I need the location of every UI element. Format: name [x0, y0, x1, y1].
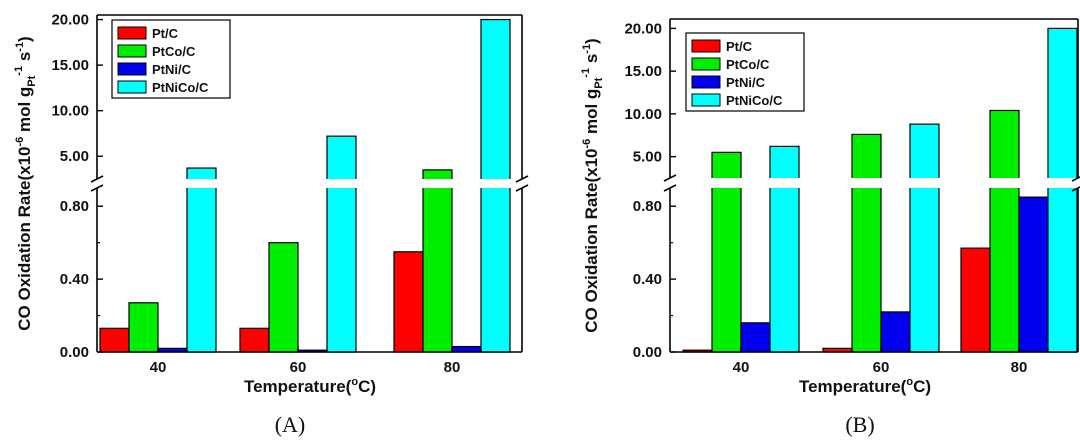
x-tick-label: 80	[444, 359, 461, 376]
break-mark	[663, 184, 677, 192]
panel-label: (A)	[275, 412, 306, 437]
bar-ptnic-80	[451, 345, 482, 353]
bar-ptnicoc-60	[909, 123, 940, 353]
legend: Pt/C PtCo/C PtNi/C PtNiCo/C	[111, 19, 231, 99]
y-tick-label: 0.40	[633, 271, 662, 288]
x-tick-label: 40	[150, 359, 167, 376]
y-tick-label: 20.00	[624, 20, 662, 37]
chart-panel-a: 0.00 0.40 0.80 5.00 10.00 15.00 20.00 40 60 80 Tem…	[13, 12, 529, 437]
y-tick-label: 20.00	[51, 12, 89, 29]
y-tick-label: 0.00	[60, 344, 89, 361]
y-tick-label: 15.00	[624, 63, 662, 80]
break-mark	[663, 174, 677, 182]
x-axis-label: Temperature(oC)	[799, 376, 931, 396]
legend-swatch-ptc	[691, 39, 721, 53]
legend-entry-ptnicoc: PtNiCo/C	[152, 80, 209, 95]
x-tick-label: 60	[290, 359, 307, 376]
legend: Pt/C PtCo/C PtNi/C PtNiCo/C	[685, 32, 805, 112]
legend-entry-ptc: Pt/C	[726, 39, 753, 54]
break-mark	[90, 184, 104, 192]
y-tick-label: 0.80	[60, 198, 89, 215]
break-mark	[90, 175, 104, 183]
bar-ptnicoc-60	[326, 135, 357, 353]
y-axis-label: CO Oxidation Rate(x10-6 mol gPt-1 s-1)	[580, 38, 605, 332]
y-tick-label: 10.00	[624, 106, 662, 123]
x-tick-label: 80	[1011, 359, 1028, 376]
bar-ptcoc-60	[268, 242, 299, 353]
x-tick-label: 40	[733, 359, 750, 376]
y-tick-label: 0.00	[633, 344, 662, 361]
y-tick-label: 5.00	[633, 149, 662, 166]
legend-swatch-ptc	[117, 26, 147, 40]
break-mark	[1071, 186, 1080, 192]
break-mark	[515, 184, 529, 192]
bar-ptcoc-80	[989, 109, 1020, 353]
bar-ptc-80	[960, 247, 991, 353]
bar-ptnic-80	[1018, 196, 1049, 353]
legend-entry-ptnic: PtNi/C	[726, 75, 766, 90]
y-tick-label: 0.40	[60, 271, 89, 288]
x-axis-label: Temperature(oC)	[244, 376, 376, 396]
legend-swatch-ptnic	[691, 75, 721, 89]
legend-entry-ptcoc: PtCo/C	[152, 44, 196, 59]
axis-break-gap	[91, 179, 528, 188]
bar-ptnicoc-40	[769, 145, 800, 353]
chart-panel-b: 0.00 0.40 0.80 5.00 10.00 15.00 20.00 40 60 80 Tem…	[580, 18, 1080, 437]
break-mark	[1071, 176, 1080, 182]
break-mark	[515, 175, 529, 183]
bar-ptc-60	[239, 327, 270, 353]
y-tick-label: 0.80	[633, 198, 662, 215]
legend-entry-ptcoc: PtCo/C	[726, 57, 770, 72]
y-axis-label: CO Oxidation Rate(x10-6 mol gPt-1 s-1)	[13, 36, 38, 330]
axis-break-gap	[664, 178, 1080, 188]
bar-ptcoc-60	[851, 133, 882, 353]
legend-swatch-ptcoc	[117, 44, 147, 58]
bar-ptnicoc-40	[186, 167, 217, 353]
bar-ptc-80	[393, 251, 424, 353]
y-tick-label: 10.00	[51, 103, 89, 120]
bar-ptnic-60	[880, 311, 911, 353]
bar-ptc-40	[99, 327, 130, 353]
x-tick-label: 60	[873, 359, 890, 376]
panel-label: (B)	[845, 412, 874, 437]
bar-ptcoc-40	[128, 302, 159, 353]
y-tick-label: 15.00	[51, 57, 89, 74]
legend-swatch-ptnic	[117, 62, 147, 76]
legend-swatch-ptcoc	[691, 57, 721, 71]
legend-entry-ptnicoc: PtNiCo/C	[726, 93, 783, 108]
bar-ptcoc-80	[422, 169, 453, 353]
legend-entry-ptnic: PtNi/C	[152, 62, 192, 77]
legend-swatch-ptnicoc	[691, 93, 721, 107]
bar-ptnic-40	[740, 322, 771, 353]
y-tick-label: 5.00	[60, 148, 89, 165]
legend-swatch-ptnicoc	[117, 80, 147, 94]
legend-entry-ptc: Pt/C	[152, 26, 179, 41]
